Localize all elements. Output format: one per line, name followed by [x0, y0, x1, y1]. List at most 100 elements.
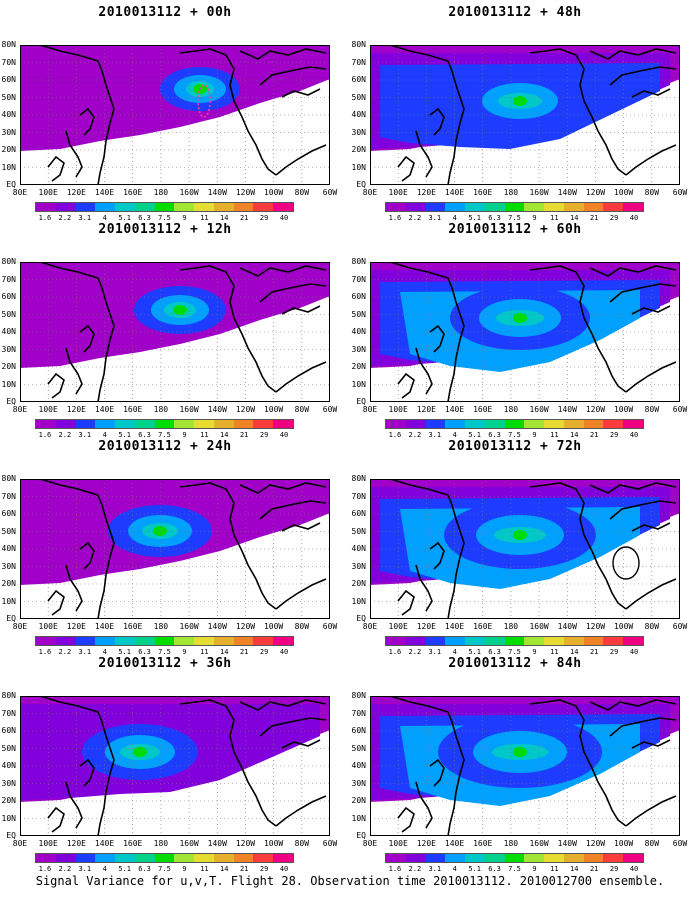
color-bar-label: 4: [102, 648, 107, 656]
color-bar-label: 40: [279, 648, 289, 656]
longitude-label: 180: [503, 188, 519, 197]
longitude-label: 140E: [444, 405, 465, 414]
latitude-label: 50N: [351, 92, 366, 102]
variance-shading: [173, 305, 187, 315]
color-bar-swatch: [253, 203, 274, 211]
coastline: [259, 66, 327, 86]
coastline: [625, 578, 677, 610]
coastline: [275, 361, 327, 393]
color-bar-swatch: [55, 854, 76, 862]
longitude-label: 160E: [473, 622, 493, 631]
longitude-label: 140W: [207, 622, 227, 631]
coastline: [589, 48, 677, 60]
color-bar-swatch: [253, 420, 274, 428]
latitude-label: 60N: [1, 292, 16, 301]
coastline: [281, 739, 321, 749]
color-bar-swatch: [504, 637, 525, 645]
latitude-label: 50N: [1, 92, 16, 102]
color-bar-swatch: [445, 854, 466, 862]
color-bar-swatch: [386, 854, 406, 862]
latitude-label: 60N: [351, 509, 366, 518]
latitude-label: 30N: [1, 561, 16, 571]
longitude-label: 80W: [294, 188, 310, 197]
latitude-label: 20N: [1, 145, 16, 154]
longitude-label: 160E: [123, 622, 143, 631]
longitude-label: 120W: [585, 405, 606, 414]
color-bar-label: 1.6: [388, 865, 402, 873]
color-bar-label: 2.2: [408, 431, 422, 439]
color-bar-swatch: [425, 637, 446, 645]
longitude-label: 120W: [235, 839, 256, 848]
color-bar-label: 14: [220, 214, 229, 222]
latitude-label: EQ: [356, 614, 366, 623]
color-bar-swatch: [55, 420, 76, 428]
color-bar-label: 11: [200, 648, 209, 656]
color-bar-label: 14: [570, 865, 579, 873]
longitude-label: 80W: [644, 622, 660, 631]
latitude-label: EQ: [6, 180, 16, 189]
longitude-label: 120W: [585, 839, 606, 848]
latitude-label: 70N: [351, 491, 366, 501]
color-bar-swatch: [253, 637, 274, 645]
longitude-label: 120W: [235, 405, 256, 414]
color-bar-swatch: [115, 854, 135, 862]
color-bar-swatch: [95, 203, 116, 211]
longitude-label: 160E: [473, 405, 493, 414]
color-bar-label: 4: [102, 865, 107, 873]
color-bar-swatch: [524, 637, 545, 645]
color-bar-label: 11: [550, 431, 559, 439]
color-bar-swatch: [115, 203, 135, 211]
longitude-label: 60W: [322, 188, 338, 197]
coastline: [631, 305, 671, 315]
figure-caption: Signal Variance for u,v,T. Flight 28. Ob…: [35, 874, 665, 888]
color-bar-swatch: [95, 637, 116, 645]
color-bar-swatch: [484, 637, 505, 645]
color-bar-swatch: [504, 854, 525, 862]
color-bar-swatch: [425, 203, 446, 211]
color-bar-label: 29: [259, 431, 269, 439]
color-bar-swatch: [405, 203, 426, 211]
color-bar-label: 7.5: [158, 865, 171, 873]
color-bar-swatch: [174, 203, 195, 211]
color-bar-label: 9: [532, 214, 537, 222]
color-bar-label: 6.3: [138, 431, 151, 439]
color-bar-swatch: [504, 420, 525, 428]
latitude-label: 70N: [351, 57, 366, 67]
color-bar-label: 6.3: [138, 648, 151, 656]
latitude-label: 50N: [1, 526, 16, 536]
color-bar-swatch: [273, 420, 293, 428]
longitude-label: 140E: [444, 188, 465, 197]
color-bar-label: 9: [182, 431, 187, 439]
color-bar-swatch: [544, 854, 564, 862]
latitude-label: 40N: [351, 544, 366, 553]
coastline: [625, 795, 677, 827]
coastline: [429, 541, 445, 570]
color-bar-label: 6.3: [488, 214, 501, 222]
longitude-label: 100W: [613, 622, 634, 631]
longitude-label: 80W: [644, 405, 660, 414]
coastline: [397, 155, 415, 182]
coastline: [281, 305, 321, 315]
latitude-label: EQ: [356, 831, 366, 840]
color-bar-swatch: [465, 854, 485, 862]
map-frame: [20, 262, 330, 402]
coastline: [429, 107, 445, 136]
color-bar-label: 6.3: [138, 214, 151, 222]
longitude-label: 80W: [644, 839, 660, 848]
coastline: [415, 564, 433, 612]
color-bar-label: 9: [532, 431, 537, 439]
latitude-label: 20N: [351, 362, 366, 371]
variance-map: [20, 479, 330, 619]
color-bar-label: 14: [570, 431, 579, 439]
longitude-label: 160W: [179, 622, 199, 631]
map-panel: 2010013112 + 48h 80N 70N 60N 50N 40N 30N 20N 10N…: [350, 5, 688, 222]
color-bar-label: 40: [279, 865, 289, 873]
color-bar-label: 9: [182, 865, 187, 873]
latitude-label: 10N: [351, 813, 366, 823]
color-bar-label: 21: [239, 214, 249, 222]
color-bar-label: 11: [550, 648, 559, 656]
variance-shading: [513, 313, 527, 323]
color-bar-label: 1.6: [38, 431, 52, 439]
longitude-label: 160W: [529, 405, 549, 414]
coastline: [415, 347, 433, 395]
